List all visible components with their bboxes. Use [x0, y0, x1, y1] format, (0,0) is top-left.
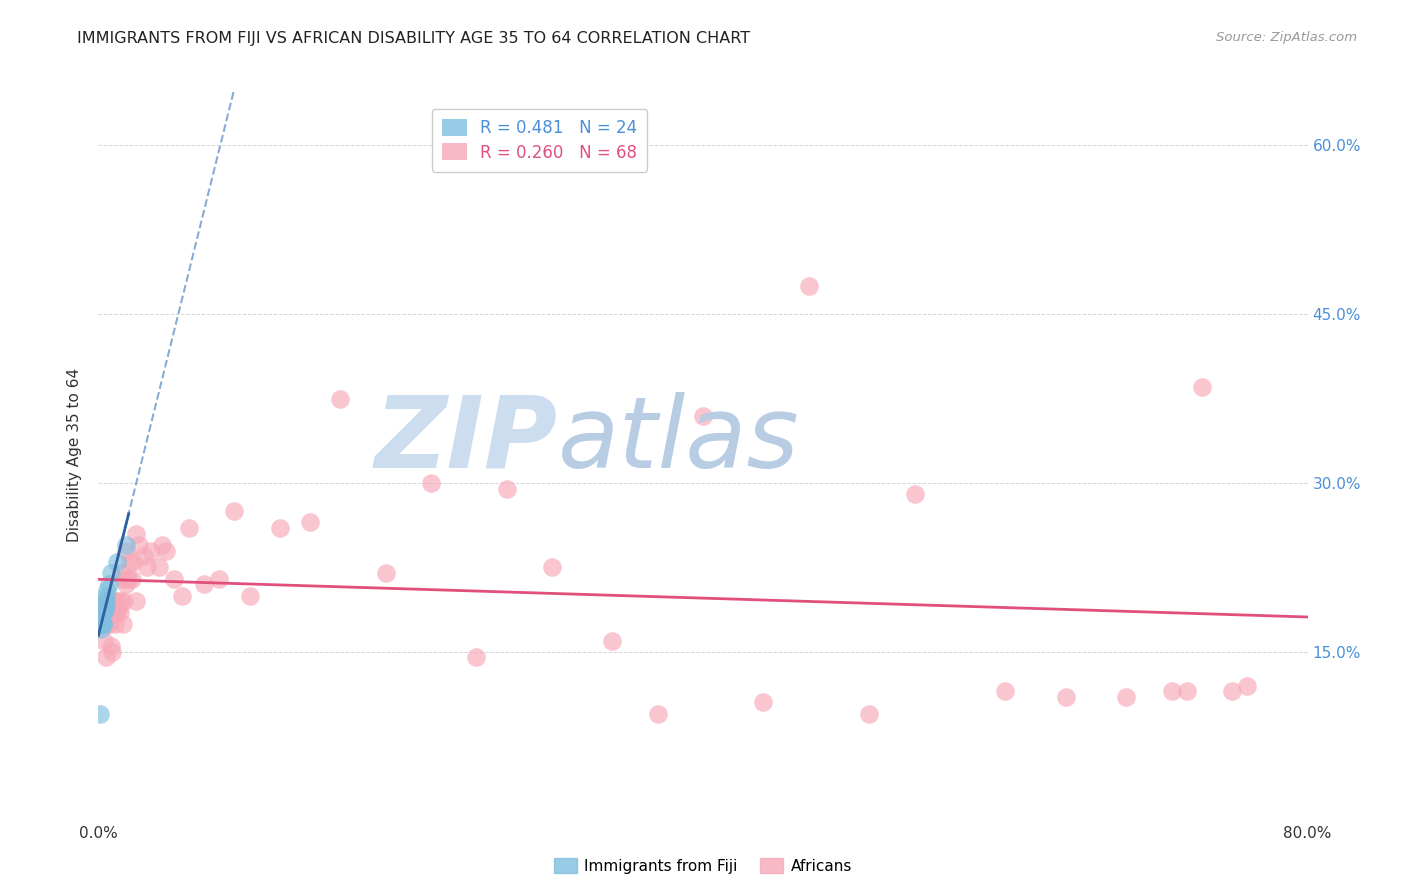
Point	[98, 577, 121, 591]
Point	[111, 616, 134, 631]
Point	[90, 623, 112, 637]
Point	[150, 538, 173, 552]
Point	[148, 560, 170, 574]
Point	[1160, 684, 1182, 698]
Point	[111, 572, 134, 586]
Point	[128, 538, 150, 552]
Point	[96, 582, 118, 597]
Point	[239, 589, 262, 603]
Point	[752, 696, 775, 710]
Point	[299, 516, 322, 530]
Legend: Immigrants from Fiji, Africans: Immigrants from Fiji, Africans	[547, 852, 859, 880]
Point	[96, 616, 118, 631]
Point	[163, 572, 186, 586]
Point	[1236, 679, 1258, 693]
Point	[692, 409, 714, 423]
Point	[540, 560, 562, 574]
Point	[105, 594, 128, 608]
Point	[115, 572, 138, 586]
Point	[122, 555, 145, 569]
Point	[114, 577, 136, 591]
Point	[994, 684, 1017, 698]
Point	[1191, 380, 1213, 394]
Point	[125, 594, 148, 608]
Point	[193, 577, 215, 591]
Legend: R = 0.481   N = 24, R = 0.260   N = 68: R = 0.481 N = 24, R = 0.260 N = 68	[432, 109, 648, 171]
Point	[495, 482, 517, 496]
Point	[90, 599, 112, 614]
Point	[155, 543, 177, 558]
Point	[112, 594, 135, 608]
Point	[1220, 684, 1243, 698]
Point	[858, 706, 880, 721]
Point	[90, 611, 112, 625]
Point	[110, 566, 132, 580]
Point	[91, 606, 114, 620]
Point	[103, 606, 125, 620]
Point	[108, 606, 131, 620]
Point	[93, 594, 115, 608]
Point	[132, 549, 155, 564]
Point	[1175, 684, 1198, 698]
Text: atlas: atlas	[558, 392, 800, 489]
Point	[100, 566, 122, 580]
Point	[107, 599, 129, 614]
Point	[104, 616, 127, 631]
Point	[103, 594, 125, 608]
Text: Source: ZipAtlas.com: Source: ZipAtlas.com	[1216, 31, 1357, 45]
Point	[904, 487, 927, 501]
Point	[120, 555, 142, 569]
Point	[170, 589, 193, 603]
Point	[114, 538, 136, 552]
Point	[125, 526, 148, 541]
Point	[269, 521, 291, 535]
Text: ZIP: ZIP	[375, 392, 558, 489]
Point	[96, 599, 118, 614]
Point	[93, 606, 115, 620]
Y-axis label: Disability Age 35 to 64: Disability Age 35 to 64	[67, 368, 83, 542]
Point	[91, 616, 114, 631]
Point	[89, 606, 111, 620]
Point	[91, 616, 114, 631]
Point	[121, 572, 143, 586]
Point	[94, 589, 117, 603]
Point	[93, 633, 115, 648]
Point	[105, 606, 128, 620]
Point	[91, 606, 114, 620]
Point	[89, 616, 111, 631]
Point	[465, 650, 488, 665]
Point	[98, 616, 121, 631]
Point	[224, 504, 246, 518]
Point	[100, 606, 122, 620]
Point	[90, 616, 112, 631]
Point	[94, 650, 117, 665]
Point	[94, 594, 117, 608]
Point	[797, 279, 820, 293]
Point	[89, 706, 111, 721]
Point	[93, 599, 115, 614]
Point	[93, 598, 115, 612]
Point	[374, 566, 396, 580]
Point	[114, 543, 136, 558]
Point	[110, 594, 132, 608]
Point	[420, 476, 443, 491]
Point	[94, 599, 117, 614]
Point	[141, 543, 163, 558]
Point	[602, 633, 624, 648]
Point	[105, 555, 128, 569]
Point	[208, 572, 231, 586]
Point	[329, 392, 352, 406]
Text: IMMIGRANTS FROM FIJI VS AFRICAN DISABILITY AGE 35 TO 64 CORRELATION CHART: IMMIGRANTS FROM FIJI VS AFRICAN DISABILI…	[77, 31, 751, 46]
Point	[118, 572, 141, 586]
Point	[135, 560, 157, 574]
Point	[179, 521, 201, 535]
Point	[94, 599, 117, 614]
Point	[647, 706, 669, 721]
Point	[1115, 690, 1137, 704]
Point	[100, 639, 122, 653]
Point	[1054, 690, 1077, 704]
Point	[91, 606, 114, 620]
Point	[101, 645, 124, 659]
Point	[91, 602, 114, 616]
